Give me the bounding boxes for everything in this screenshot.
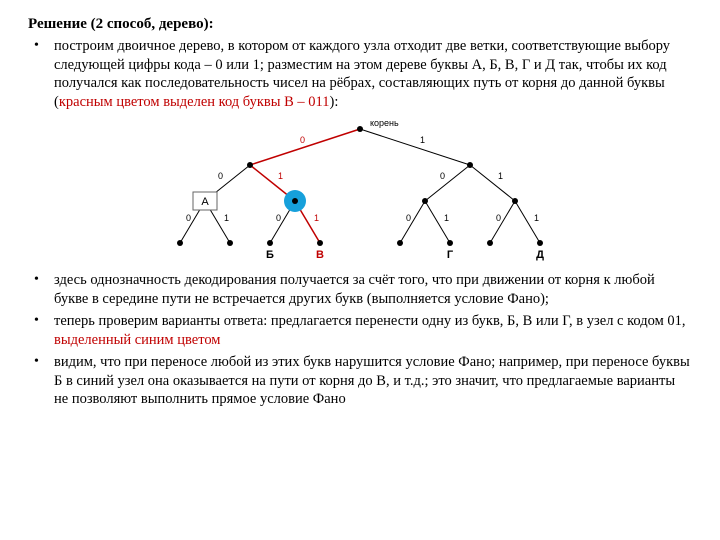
bullet-4: видим, что при переносе любой из этих бу… xyxy=(28,353,692,409)
bullet-1: построим двоичное дерево, в котором от к… xyxy=(28,37,692,111)
svg-text:1: 1 xyxy=(420,135,425,145)
svg-text:0: 0 xyxy=(276,213,281,223)
svg-text:Г: Г xyxy=(447,249,454,261)
svg-text:1: 1 xyxy=(278,171,283,181)
bullet-2: здесь однозначность декодирования получа… xyxy=(28,271,692,308)
svg-text:Б: Б xyxy=(266,249,274,261)
svg-text:Д: Д xyxy=(536,249,544,261)
bullet-3: теперь проверим варианты ответа: предлаг… xyxy=(28,312,692,349)
svg-text:1: 1 xyxy=(314,213,319,223)
svg-text:0: 0 xyxy=(496,213,501,223)
svg-text:корень: корень xyxy=(370,118,399,128)
svg-text:0: 0 xyxy=(440,171,445,181)
svg-text:1: 1 xyxy=(498,171,503,181)
svg-text:0: 0 xyxy=(300,135,305,145)
svg-text:В: В xyxy=(316,249,324,261)
svg-text:1: 1 xyxy=(444,213,449,223)
svg-text:0: 0 xyxy=(218,171,223,181)
svg-text:1: 1 xyxy=(534,213,539,223)
svg-text:0: 0 xyxy=(186,213,191,223)
heading: Решение (2 способ, дерево): xyxy=(28,16,692,33)
tree-diagram: корень 0 1 0 1 0 1 0 1 0 1 0 1 0 1 А Б В Г Д xyxy=(28,115,692,265)
svg-text:1: 1 xyxy=(224,213,229,223)
svg-text:0: 0 xyxy=(406,213,411,223)
svg-text:А: А xyxy=(201,196,209,208)
